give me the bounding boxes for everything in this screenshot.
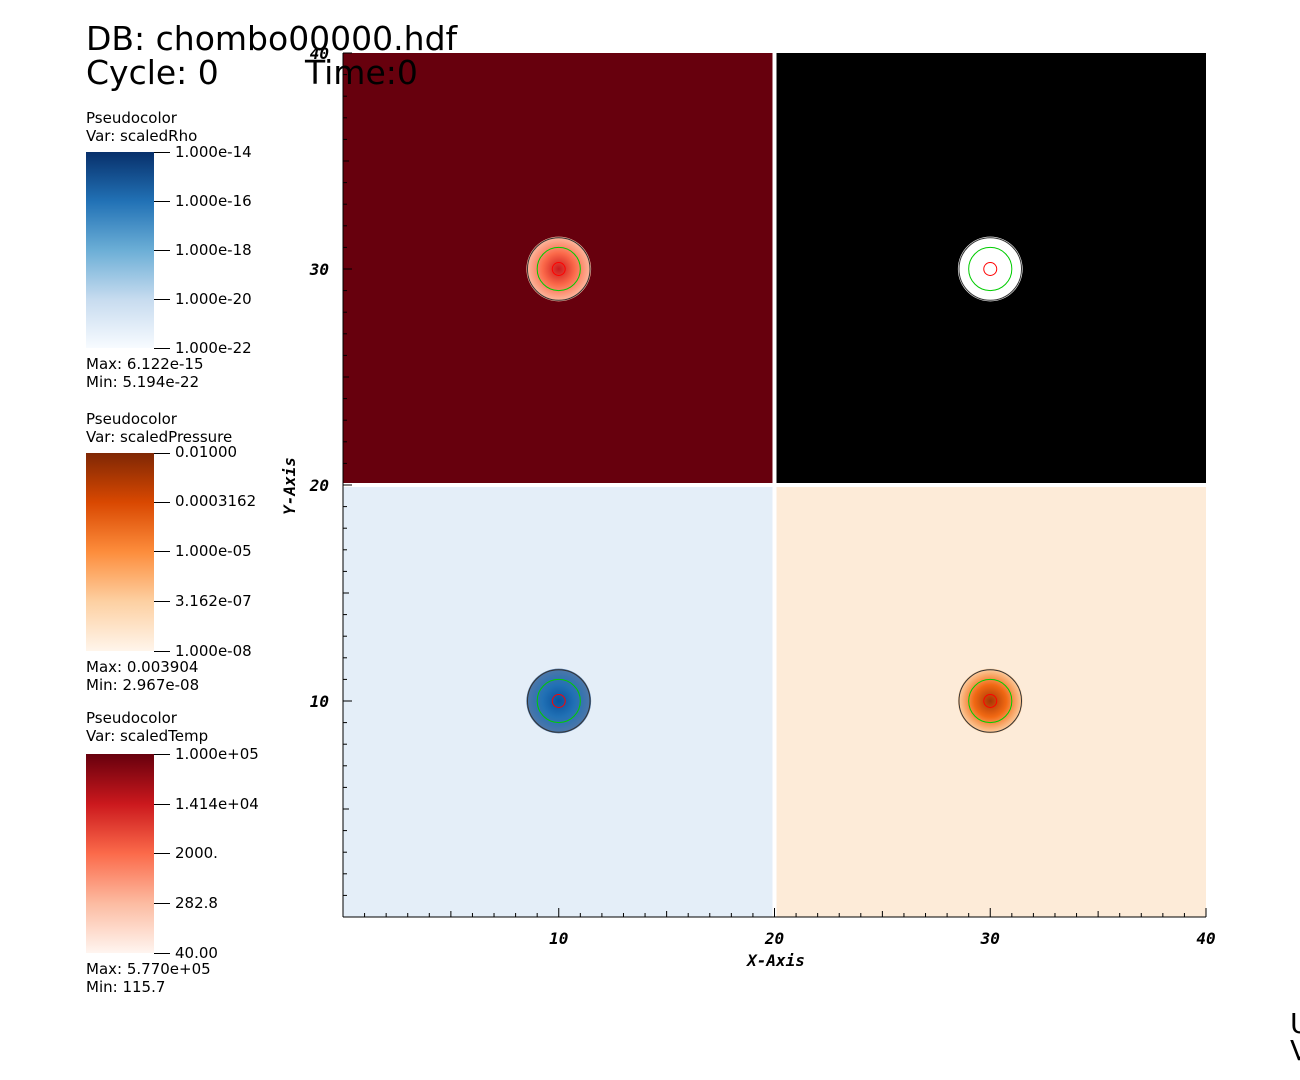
legend-tick-label: 1.000e-20 [175, 290, 252, 308]
blob-scaledPressure [957, 668, 1023, 734]
contour-line [536, 246, 581, 292]
legend-plot-type: Pseudocolor [86, 709, 177, 727]
legend-tick-label: 2000. [175, 844, 218, 862]
legend-tick [154, 250, 170, 251]
corner-text-1: U [1290, 1010, 1300, 1038]
legend-tick [154, 299, 170, 300]
legend-max: Max: 6.122e-15 [86, 355, 204, 373]
legend-tick [154, 551, 170, 552]
legend-color-bar [86, 152, 154, 348]
legend-tick-label: 1.000e-22 [175, 339, 252, 357]
time-label: Time:0 [305, 53, 418, 92]
x-tick-label: 10 [549, 929, 568, 948]
legend-tick-label: 40.00 [175, 944, 218, 962]
legend-tick [154, 201, 170, 202]
legend-tick-label: 1.000e-16 [175, 192, 252, 210]
legend-tick-label: 1.000e-05 [175, 542, 252, 560]
legend-tick [154, 152, 170, 153]
legend-min: Min: 115.7 [86, 978, 166, 996]
legend-tick-label: 1.414e+04 [175, 795, 259, 813]
legend-tick [154, 853, 170, 854]
legend-max: Max: 5.770e+05 [86, 960, 211, 978]
legend-tick [154, 903, 170, 904]
contour-line [983, 262, 998, 276]
y-tick-label: 20 [309, 476, 329, 495]
contour-line [551, 694, 566, 708]
x-tick-label: 30 [980, 929, 1000, 948]
cycle-label: Cycle: 0 [86, 53, 219, 92]
contour-line [526, 669, 591, 733]
corner-text-2: V [1290, 1034, 1300, 1067]
y-axis-label: Y-Axis [280, 457, 299, 515]
database-title: DB: chombo00000.hdf [86, 19, 458, 58]
legend-tick-label: 1.000e-18 [175, 241, 252, 259]
legend-tick [154, 453, 170, 454]
contour-line [536, 678, 581, 724]
blob-blank [957, 236, 1023, 302]
legend-color-bar [86, 453, 154, 651]
legend-tick-label: 1.000e-14 [175, 143, 252, 161]
blob-scaledRho [526, 668, 592, 734]
contour-line [958, 669, 1023, 733]
legend-tick [154, 348, 170, 349]
legend-tick [154, 953, 170, 954]
y-tick-label: 30 [309, 260, 329, 279]
plot-axes: 10 20 30 40 10 20 30 40 [309, 44, 1216, 948]
legend-max: Max: 0.003904 [86, 658, 199, 676]
legend-plot-type: Pseudocolor [86, 410, 177, 428]
legend-tick-label: 0.01000 [175, 443, 238, 461]
legend-tick-label: 282.8 [175, 894, 218, 912]
blob-scaledTemp [526, 236, 592, 302]
legend-var-name: Var: scaledPressure [86, 428, 233, 446]
x-tick-label: 20 [764, 929, 784, 948]
legend-tick [154, 502, 170, 503]
legend-tick-label: 3.162e-07 [175, 592, 252, 610]
legend-tick-label: 0.0003162 [175, 492, 257, 510]
contour-line [983, 694, 998, 708]
contour-line [968, 246, 1013, 292]
y-tick-label: 10 [310, 692, 329, 711]
contour-line [526, 237, 591, 301]
legend-tick [154, 754, 170, 755]
plot-panels [343, 53, 1206, 917]
legend-var-name: Var: scaledTemp [86, 727, 209, 745]
legend-color-bar [86, 754, 154, 953]
y-tick-label: 40 [310, 44, 329, 63]
legend-tick-label: 1.000e+05 [175, 745, 259, 763]
legend-var-name: Var: scaledRho [86, 127, 198, 145]
contour-line [968, 678, 1013, 724]
legend-min: Min: 2.967e-08 [86, 676, 200, 694]
legend-tick-label: 1.000e-08 [175, 642, 252, 660]
legend-tick [154, 651, 170, 652]
legend-tick [154, 601, 170, 602]
legend-tick [154, 804, 170, 805]
x-axis-label: X-Axis [745, 951, 805, 970]
x-tick-label: 40 [1196, 929, 1215, 948]
legend-plot-type: Pseudocolor [86, 109, 177, 127]
legend-min: Min: 5.194e-22 [86, 373, 200, 391]
contour-line [551, 262, 566, 276]
contour-line [958, 237, 1023, 301]
